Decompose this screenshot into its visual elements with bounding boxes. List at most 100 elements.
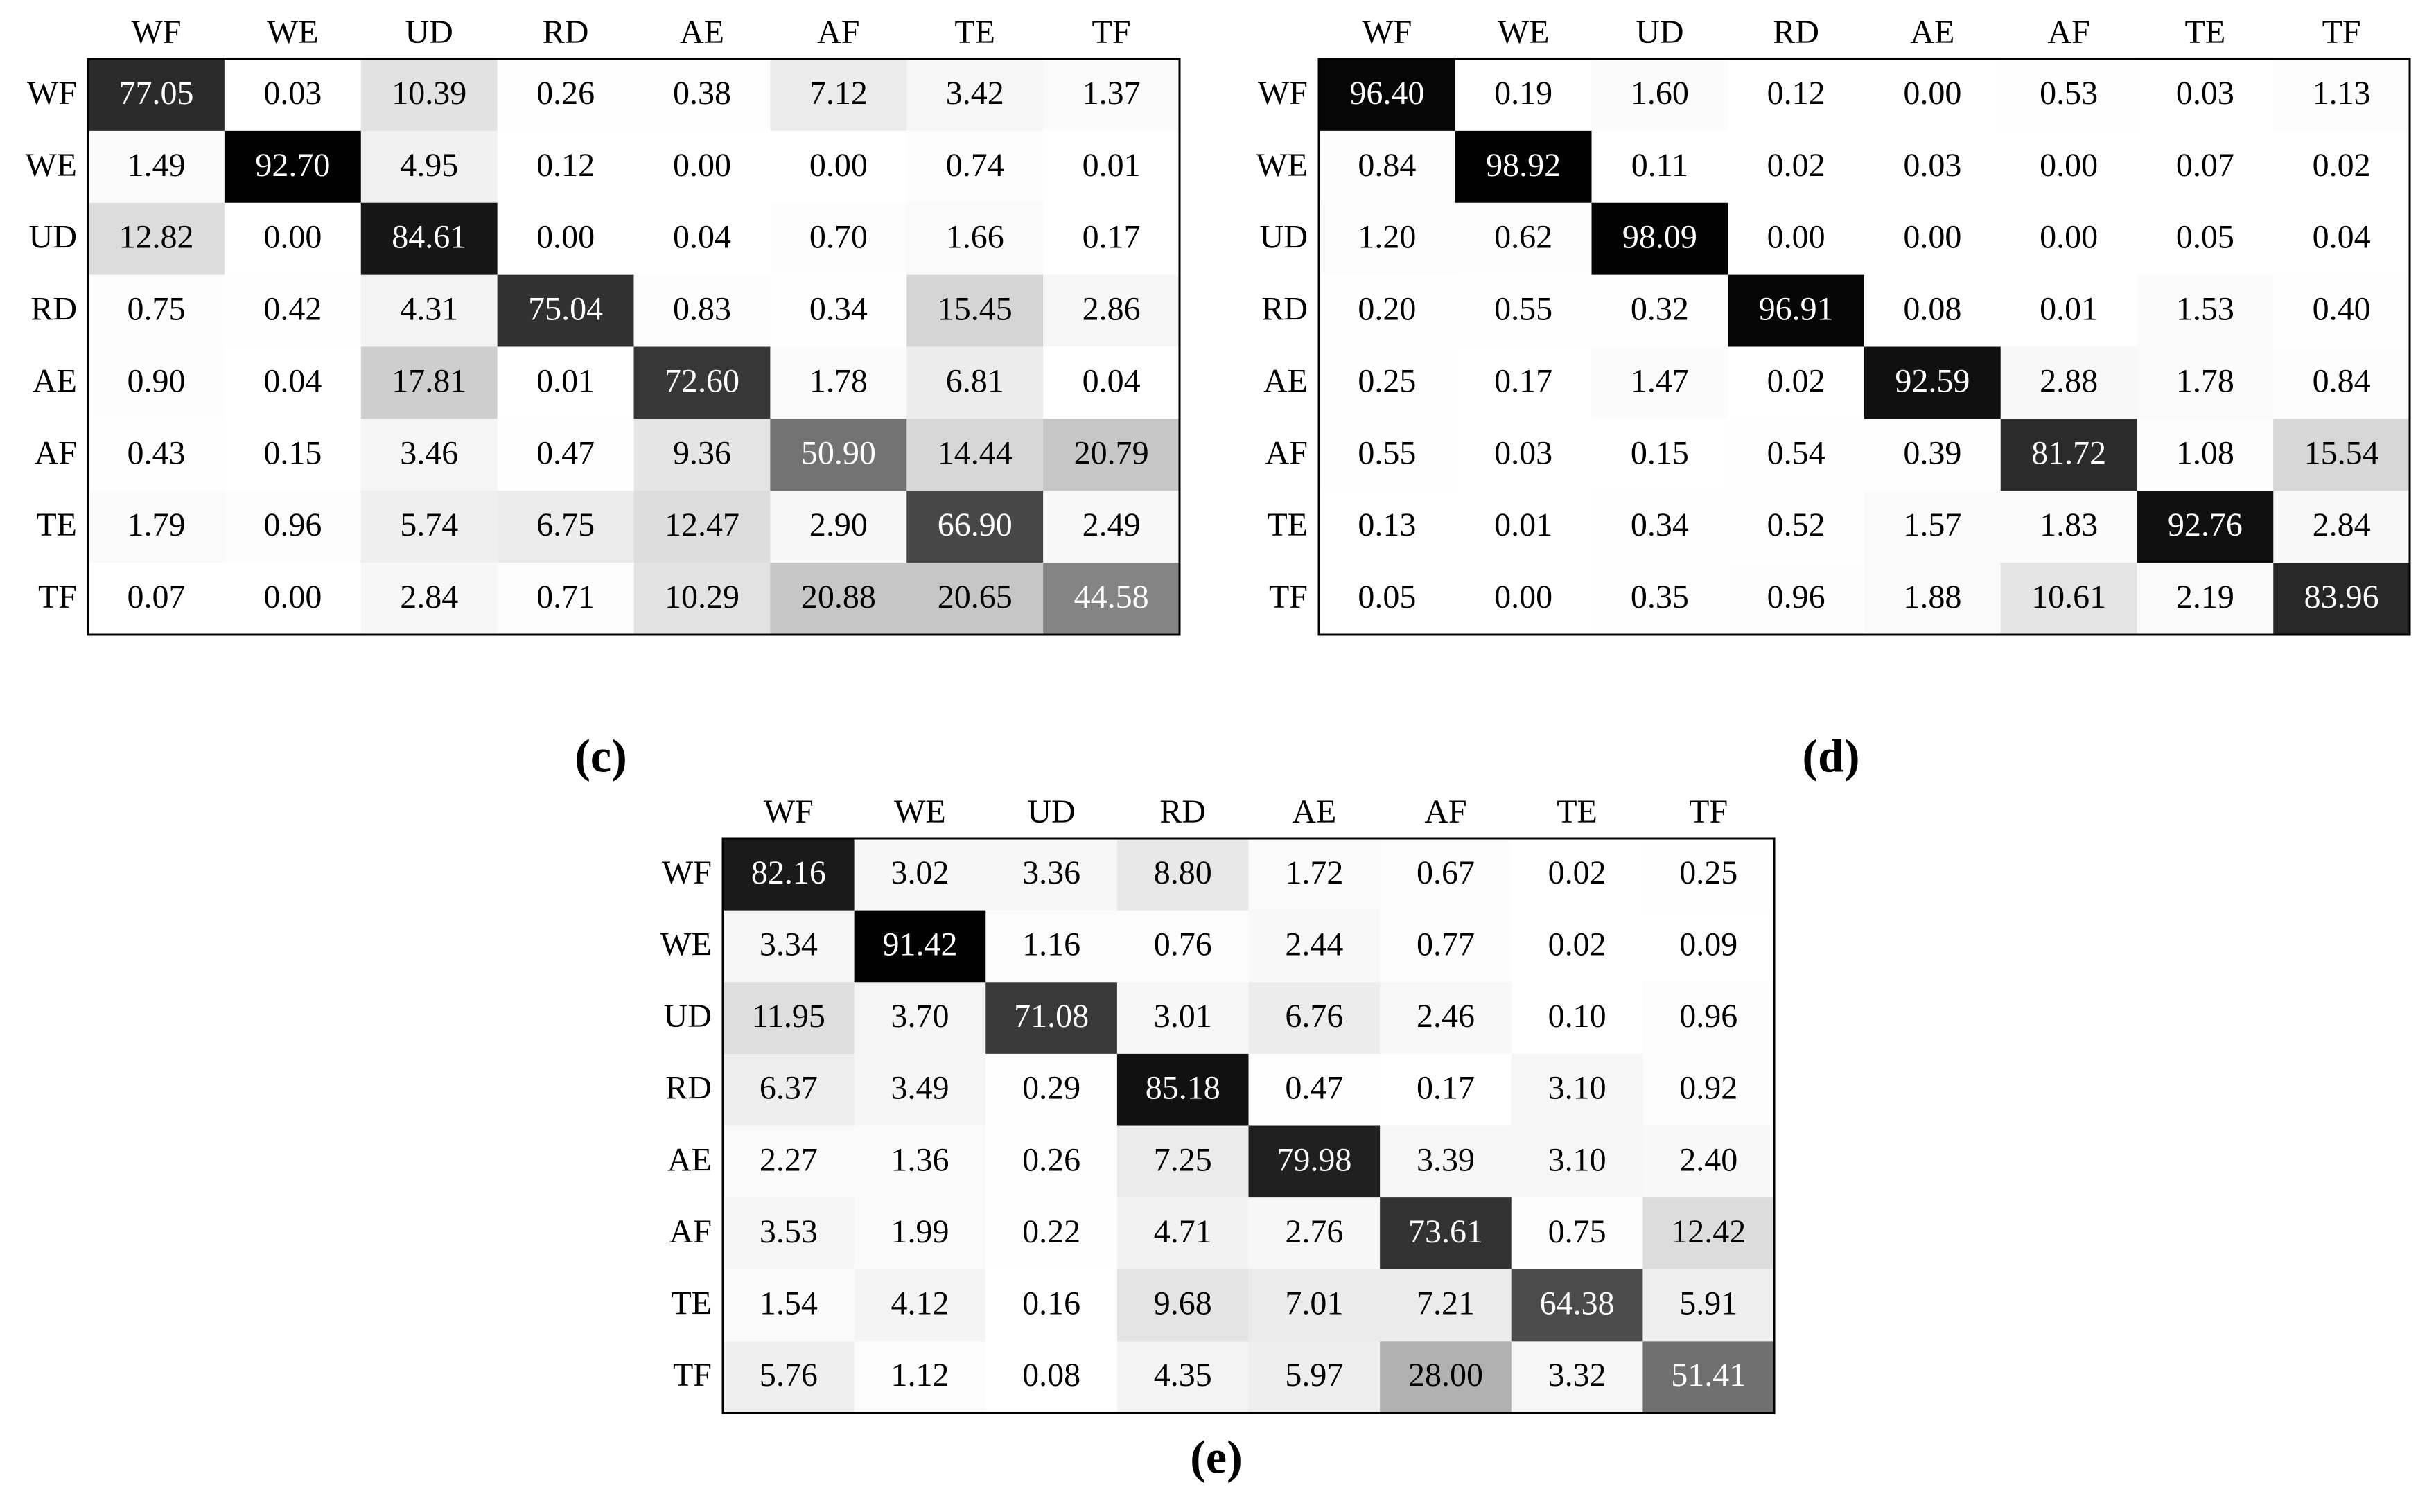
cell-label: 1.99	[891, 1213, 949, 1250]
heatmap-cell	[633, 563, 771, 635]
cell-label: 0.00	[1903, 219, 1961, 256]
cell-label: 0.03	[1903, 147, 1961, 184]
cell-label: 12.47	[665, 507, 739, 543]
heatmap-cell	[1511, 1125, 1643, 1198]
heatmap-cell	[1116, 838, 1249, 911]
heatmap-cell	[2000, 202, 2137, 276]
cell-label: 73.61	[1408, 1213, 1483, 1250]
x-tick-label: AE	[1292, 793, 1336, 830]
cell-label: 0.25	[1679, 854, 1737, 891]
plot-frame	[721, 837, 1776, 1414]
y-tick-label: TE	[36, 507, 77, 543]
cell-label: 0.02	[1548, 854, 1606, 891]
heatmap-cell	[88, 274, 225, 347]
heatmap-cell	[906, 491, 1044, 563]
heatmap-cell	[88, 563, 225, 635]
y-tick-label: AF	[35, 434, 77, 471]
cell-label: 0.84	[2313, 362, 2371, 399]
cell-label: 6.37	[760, 1070, 818, 1107]
heatmap-cell	[360, 59, 498, 132]
x-tick-label: WE	[1498, 14, 1550, 51]
cell-label: 0.75	[127, 291, 185, 328]
heatmap-cell	[1511, 1197, 1643, 1270]
heatmap-cell	[1248, 1053, 1381, 1126]
heatmap-cell	[985, 838, 1118, 911]
heatmap-cell	[633, 59, 771, 132]
cell-label: 0.11	[1631, 147, 1688, 184]
y-tick-label: AF	[1265, 434, 1308, 471]
heatmap-cell	[224, 274, 362, 347]
cell-label: 0.13	[1358, 507, 1416, 543]
heatmap-cell	[1043, 346, 1180, 419]
heatmap-cell	[497, 59, 634, 132]
heatmap-cell	[1043, 59, 1180, 132]
heatmap-panel: 77.05 0.03 10.39 0.26 0.38 7.12 3.42 1.37 1.49 92…	[25, 14, 1181, 782]
heatmap-cell	[224, 563, 362, 635]
heatmap-cell	[723, 1341, 855, 1414]
heatmap-cell	[770, 59, 907, 132]
x-tick-label: AE	[680, 14, 724, 51]
cell-label: 1.78	[809, 362, 868, 399]
heatmap-cell	[2137, 563, 2274, 635]
heatmap-cell	[1511, 1269, 1643, 1342]
panel-label: (c)	[575, 730, 627, 782]
heatmap-cell	[633, 202, 771, 276]
y-tick-label: WE	[25, 147, 77, 184]
cell-label: 2.84	[400, 579, 458, 615]
cell-label: 0.38	[673, 75, 731, 112]
heatmap-cell	[770, 130, 907, 204]
cell-label: 1.83	[2040, 507, 2098, 543]
heatmap-cell	[723, 1125, 855, 1198]
cell-label: 98.92	[1486, 147, 1561, 184]
heatmap-cell	[1248, 910, 1381, 983]
cell-label: 0.20	[1358, 291, 1416, 328]
cell-label: 92.76	[2168, 507, 2243, 543]
cell-label: 3.34	[760, 926, 818, 962]
heatmap-cell	[1043, 130, 1180, 204]
cell-label: 1.37	[1083, 75, 1141, 112]
cell-label: 1.66	[946, 219, 1004, 256]
heatmap-cell	[88, 419, 225, 491]
heatmap-cell	[723, 982, 855, 1055]
cell-label: 1.79	[127, 507, 185, 543]
heatmap-cell	[224, 202, 362, 276]
y-tick-label: WE	[1256, 147, 1308, 184]
cell-label: 0.10	[1548, 998, 1606, 1035]
heatmap-cell	[985, 1341, 1118, 1414]
cell-label: 0.67	[1417, 854, 1475, 891]
cell-label: 0.07	[127, 579, 185, 615]
cell-label: 1.49	[127, 147, 185, 184]
heatmap-cell	[633, 346, 771, 419]
heatmap-cell	[1319, 274, 1456, 347]
heatmap-cell	[360, 130, 498, 204]
heatmap-cell	[2000, 274, 2137, 347]
y-tick-label: RD	[30, 291, 77, 328]
heatmap-cell	[723, 910, 855, 983]
cell-label: 8.80	[1154, 854, 1212, 891]
heatmap-cell	[1043, 274, 1180, 347]
cell-label: 0.00	[536, 219, 595, 256]
cell-label: 51.41	[1671, 1357, 1746, 1394]
cell-label: 3.39	[1417, 1141, 1475, 1178]
plot-frame	[87, 58, 1181, 636]
cell-label: 12.42	[1671, 1213, 1746, 1250]
heatmap-cell	[1642, 982, 1775, 1055]
cell-label: 4.35	[1154, 1357, 1212, 1394]
heatmap-cell	[2273, 563, 2410, 635]
cell-label: 72.60	[665, 362, 739, 399]
cell-label: 1.60	[1631, 75, 1689, 112]
cell-label: 0.96	[1679, 998, 1737, 1035]
heatmap-cell	[723, 1053, 855, 1126]
y-tick-label: UD	[664, 998, 712, 1035]
cell-label: 0.12	[536, 147, 595, 184]
heatmap-cell	[360, 491, 498, 563]
heatmap-cell	[2137, 274, 2274, 347]
cell-label: 0.92	[1679, 1070, 1737, 1107]
cell-label: 0.19	[1494, 75, 1552, 112]
cell-label: 0.47	[536, 434, 595, 471]
cell-label: 92.70	[255, 147, 330, 184]
y-tick-label: AE	[1263, 362, 1308, 399]
cell-label: 96.40	[1349, 75, 1424, 112]
heatmap-cell	[1380, 1197, 1512, 1270]
heatmap-cell	[2000, 563, 2137, 635]
